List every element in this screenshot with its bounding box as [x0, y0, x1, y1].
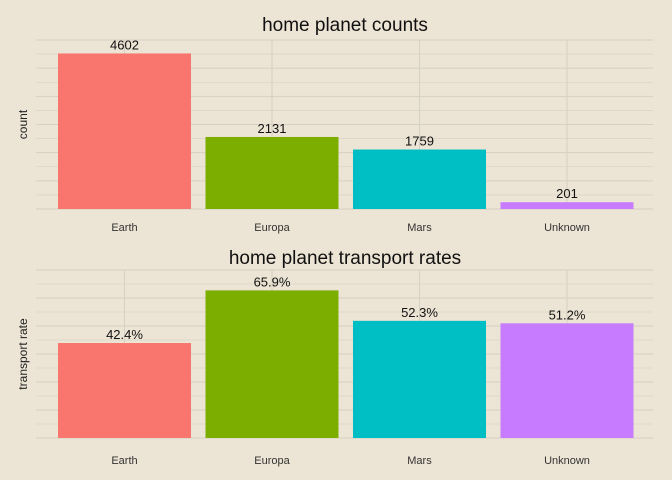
- bar-earth: [58, 53, 191, 210]
- x-tick-label-europa: Europa: [254, 455, 290, 467]
- chart-title: home planet transport rates: [229, 248, 461, 269]
- chart-panel-1: home planet counts count 4602 Earth 2131 Euro…: [16, 15, 653, 234]
- bar-unknown: [500, 202, 634, 209]
- bar-europa: [205, 290, 339, 438]
- bar-unknown: [500, 323, 634, 438]
- x-tick-label-mars: Mars: [407, 455, 432, 467]
- chart-title: home planet counts: [262, 15, 428, 36]
- data-label-earth: 42.4%: [106, 327, 143, 342]
- data-label-unknown: 51.2%: [549, 307, 586, 322]
- data-label-mars: 1759: [405, 134, 434, 149]
- x-tick-label-mars: Mars: [407, 222, 432, 234]
- data-label-europa: 2131: [258, 121, 287, 136]
- bar-earth: [58, 343, 191, 438]
- x-tick-label-earth: Earth: [111, 222, 137, 234]
- chart-panel-2: home planet transport rates transport rat…: [16, 248, 653, 467]
- x-tick-label-unknown: Unknown: [544, 455, 590, 467]
- x-tick-label-unknown: Unknown: [544, 222, 590, 234]
- y-axis-label: count: [16, 109, 30, 139]
- x-tick-label-europa: Europa: [254, 222, 290, 234]
- bar-mars: [353, 320, 486, 438]
- bar-mars: [353, 149, 486, 209]
- bar-europa: [205, 136, 339, 209]
- data-label-earth: 4602: [110, 37, 139, 52]
- data-label-mars: 52.3%: [401, 305, 438, 320]
- data-label-europa: 65.9%: [254, 274, 291, 289]
- data-label-unknown: 201: [556, 186, 578, 201]
- x-tick-label-earth: Earth: [111, 455, 137, 467]
- y-axis-label: transport rate: [16, 318, 30, 390]
